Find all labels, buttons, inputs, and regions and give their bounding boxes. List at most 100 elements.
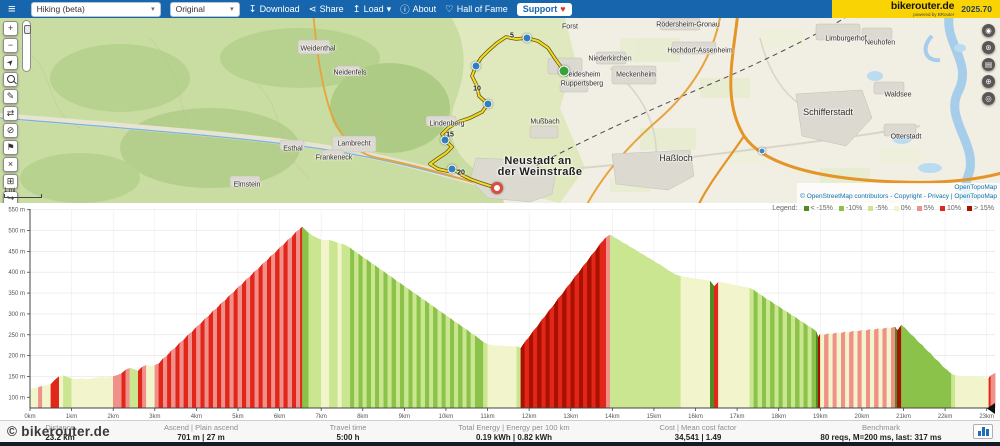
legend-color-swatch bbox=[939, 206, 945, 211]
y-axis-tick-label: 250 m bbox=[8, 333, 25, 339]
elevation-segment bbox=[296, 228, 301, 409]
elevation-segment bbox=[890, 326, 896, 409]
zoom-in-button[interactable]: + bbox=[3, 21, 18, 36]
gradient-legend: Legend: < -15% -10% -5% 0% 5% 10% > 15% bbox=[772, 205, 994, 212]
hall-of-fame-button[interactable]: ♡ Hall of Fame bbox=[445, 4, 508, 15]
elevation-segment bbox=[38, 385, 43, 409]
route-start-marker[interactable] bbox=[558, 65, 570, 77]
elevation-segment bbox=[320, 239, 326, 409]
elevation-segment bbox=[922, 344, 927, 409]
fullscreen-button[interactable]: ⊞ bbox=[3, 174, 18, 189]
elevation-segment bbox=[200, 318, 205, 409]
zoom-slider[interactable] bbox=[22, 20, 31, 72]
route-km-label: 5 bbox=[510, 32, 514, 40]
elevation-segment bbox=[237, 283, 243, 409]
elevation-segment bbox=[354, 251, 359, 409]
elevation-segment bbox=[988, 375, 992, 409]
elevation-segment bbox=[441, 311, 447, 409]
via-point-marker[interactable] bbox=[440, 135, 450, 145]
locate-button[interactable]: ➤ bbox=[3, 55, 18, 70]
stat-label: Cost | Mean cost factor bbox=[659, 423, 737, 432]
elevation-segment bbox=[549, 304, 555, 409]
nogo-area-button[interactable]: ⊘ bbox=[3, 123, 18, 138]
attribution-links[interactable]: © OpenStreetMap contributors - Copyright… bbox=[800, 193, 997, 201]
brand-subtitle: powered by BRouter bbox=[913, 11, 955, 17]
x-axis-tick-label: 23km bbox=[979, 414, 994, 420]
elevation-segment bbox=[578, 265, 584, 409]
elevation-segment bbox=[840, 331, 846, 409]
elevation-segment bbox=[279, 244, 284, 409]
stat-value: 701 m | 27 m bbox=[177, 433, 225, 442]
visibility-button[interactable]: ◉ bbox=[982, 24, 995, 37]
elevation-segment bbox=[112, 374, 118, 409]
elevation-segment bbox=[618, 239, 623, 409]
route-end-marker[interactable] bbox=[491, 182, 503, 194]
via-point-marker[interactable] bbox=[483, 99, 493, 109]
legend-label: -5% bbox=[875, 205, 888, 212]
elevation-segment bbox=[926, 349, 931, 409]
chart-axes: 100 m 150 m 200 m 250 m 300 m 350 m 400 m 450 m… bbox=[8, 208, 995, 420]
poi-marker[interactable] bbox=[758, 147, 766, 155]
menu-icon[interactable]: ≡ bbox=[8, 1, 16, 16]
elevation-segment bbox=[934, 358, 940, 409]
elevation-segment bbox=[491, 344, 497, 409]
delete-route-button[interactable]: × bbox=[3, 157, 18, 172]
elevation-segment bbox=[137, 366, 143, 409]
via-point-marker[interactable] bbox=[522, 33, 532, 43]
load-button[interactable]: ↥ Load ▾ bbox=[353, 4, 392, 15]
elevation-segment bbox=[302, 226, 305, 409]
poi-button[interactable]: ⚑ bbox=[3, 140, 18, 155]
download-button[interactable]: ↧ Download bbox=[249, 4, 300, 15]
elevation-segment bbox=[50, 379, 56, 409]
elevation-segment bbox=[786, 311, 792, 409]
via-point-marker[interactable] bbox=[447, 164, 457, 174]
marker-button[interactable]: ◎ bbox=[982, 92, 995, 105]
stat-cell: Travel time 5:00 h bbox=[330, 423, 367, 442]
opentopomap-link[interactable]: OpenTopoMap bbox=[954, 183, 997, 191]
elevation-segment bbox=[404, 286, 409, 409]
settings-button[interactable]: ⊛ bbox=[982, 41, 995, 54]
elevation-segment bbox=[668, 270, 673, 409]
stat-cell: Cost | Mean cost factor 34,541 | 1.49 bbox=[660, 423, 737, 442]
layers-button[interactable]: ▤ bbox=[982, 58, 995, 71]
elevation-segment bbox=[312, 235, 318, 409]
profile-variant-select[interactable]: Original ▾ bbox=[169, 1, 240, 17]
x-axis-tick-label: 1km bbox=[66, 414, 77, 420]
routing-profile-select[interactable]: Hiking (beta) ▾ bbox=[30, 1, 161, 17]
elevation-segment bbox=[375, 265, 380, 409]
zoom-slider-handle[interactable] bbox=[24, 25, 31, 34]
town-label: Otterstadt bbox=[890, 133, 922, 141]
elevation-segment bbox=[266, 255, 272, 409]
support-button[interactable]: Support ♥ bbox=[516, 2, 572, 16]
elevation-segment bbox=[811, 327, 817, 409]
watermark: © bikerouter.de bbox=[7, 424, 110, 439]
elevation-segment bbox=[930, 352, 935, 409]
elevation-segment bbox=[366, 259, 372, 409]
elevation-segment bbox=[212, 307, 218, 409]
search-button[interactable] bbox=[3, 72, 18, 87]
elevation-segment bbox=[179, 339, 185, 409]
flag-icon: ⚑ bbox=[6, 142, 15, 152]
elevation-segment bbox=[192, 326, 197, 409]
map-canvas[interactable]: Neustadt an der Weinstraße Haßloch Schiffer… bbox=[0, 18, 1000, 203]
town-label: Elmstein bbox=[233, 181, 261, 189]
chevron-down-icon: ▾ bbox=[386, 3, 392, 14]
zoom-out-button[interactable]: − bbox=[3, 38, 18, 53]
elevation-segment bbox=[574, 271, 580, 409]
share-button[interactable]: ⋖ Share bbox=[309, 4, 344, 15]
stat-label: Total Energy | Energy per 100 km bbox=[458, 423, 570, 432]
elevation-segment bbox=[71, 378, 76, 409]
draw-route-button[interactable]: ✎ bbox=[3, 89, 18, 104]
elevation-segment bbox=[795, 316, 800, 409]
elevation-segment bbox=[146, 364, 151, 409]
via-point-marker[interactable] bbox=[471, 61, 481, 71]
about-button[interactable]: ⓘ About bbox=[400, 2, 436, 16]
elevation-segment bbox=[158, 357, 164, 409]
profile-graph-button[interactable] bbox=[973, 424, 993, 439]
elevation-segment bbox=[75, 378, 83, 409]
pencil-icon: ✎ bbox=[6, 91, 15, 101]
basemap-button[interactable]: ⊕ bbox=[982, 75, 995, 88]
reverse-route-button[interactable]: ⇄ bbox=[3, 106, 18, 121]
